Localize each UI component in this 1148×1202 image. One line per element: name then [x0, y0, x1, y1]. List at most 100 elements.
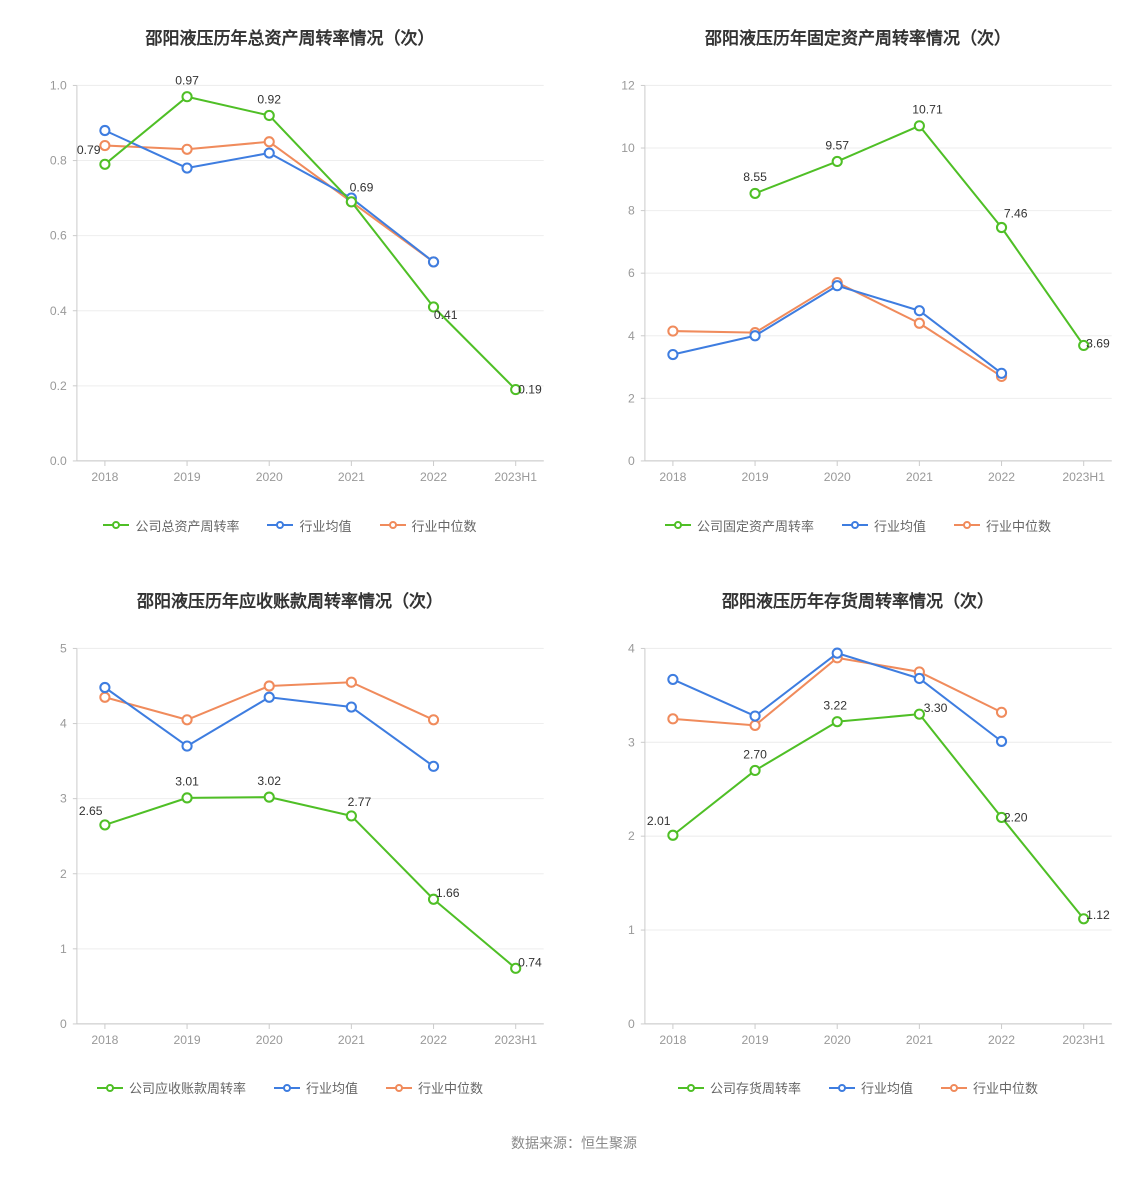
value-label: 1.66: [436, 886, 460, 900]
legend-label: 行业中位数: [412, 516, 477, 535]
svg-text:2: 2: [628, 829, 635, 843]
series-marker-mean: [347, 702, 356, 711]
legend-item-median[interactable]: 行业中位数: [941, 1078, 1038, 1097]
svg-text:6: 6: [628, 266, 635, 280]
svg-text:2: 2: [628, 391, 635, 405]
svg-text:2018: 2018: [659, 1033, 686, 1047]
svg-text:10: 10: [621, 141, 635, 155]
legend-item-mean[interactable]: 行业均值: [267, 516, 351, 535]
series-marker-mean: [915, 673, 924, 682]
value-label: 0.74: [518, 955, 542, 969]
series-marker-company: [997, 223, 1006, 232]
legend-label: 行业中位数: [418, 1078, 483, 1097]
svg-text:8: 8: [628, 204, 635, 218]
legend-item-mean[interactable]: 行业均值: [842, 516, 926, 535]
value-label: 0.79: [77, 143, 101, 157]
svg-text:2019: 2019: [174, 1033, 201, 1047]
legend-label: 公司固定资产周转率: [697, 516, 814, 535]
svg-text:2023H1: 2023H1: [1062, 1033, 1105, 1047]
value-label: 2.20: [1004, 810, 1028, 824]
svg-text:2019: 2019: [742, 470, 769, 484]
legend-swatch-icon: [842, 519, 868, 531]
svg-text:4: 4: [628, 641, 635, 655]
value-label: 8.55: [743, 170, 767, 184]
series-marker-mean: [182, 741, 191, 750]
svg-text:2: 2: [60, 866, 67, 880]
svg-text:3: 3: [60, 791, 67, 805]
svg-text:2021: 2021: [906, 1033, 933, 1047]
svg-text:2020: 2020: [824, 1033, 851, 1047]
legend-item-median[interactable]: 行业中位数: [380, 516, 477, 535]
series-marker-company: [750, 189, 759, 198]
value-label: 3.69: [1086, 336, 1110, 350]
series-marker-mean: [997, 369, 1006, 378]
data-source-label: 数据来源：恒生聚源: [16, 1133, 1132, 1153]
legend-item-company[interactable]: 公司存货周转率: [678, 1078, 801, 1097]
series-marker-median: [997, 707, 1006, 716]
series-marker-median: [182, 715, 191, 724]
legend-item-company[interactable]: 公司应收账款周转率: [97, 1078, 246, 1097]
series-marker-company: [668, 830, 677, 839]
chart-title: 邵阳液压历年存货周转率情况（次）: [584, 587, 1132, 612]
value-label: 0.92: [257, 92, 281, 106]
chart-plot-area: 012345201820192020202120222023H12.653.01…: [16, 618, 564, 1065]
value-label: 10.71: [912, 103, 943, 117]
series-marker-company: [915, 121, 924, 130]
svg-text:2023H1: 2023H1: [494, 470, 537, 484]
legend-item-median[interactable]: 行业中位数: [386, 1078, 483, 1097]
legend-label: 公司应收账款周转率: [129, 1078, 246, 1097]
series-marker-mean: [100, 682, 109, 691]
svg-text:2018: 2018: [91, 470, 118, 484]
series-marker-mean: [668, 674, 677, 683]
svg-text:0.8: 0.8: [50, 154, 67, 168]
chart-title: 邵阳液压历年总资产周转率情况（次）: [16, 24, 564, 49]
series-marker-median: [668, 714, 677, 723]
series-marker-company: [182, 793, 191, 802]
value-label: 9.57: [825, 138, 849, 152]
legend-item-company[interactable]: 公司固定资产周转率: [665, 516, 814, 535]
chart-title: 邵阳液压历年固定资产周转率情况（次）: [584, 24, 1132, 49]
series-marker-company: [347, 811, 356, 820]
chart-plot-area: 024681012201820192020202120222023H18.559…: [584, 55, 1132, 502]
legend-swatch-icon: [97, 1082, 123, 1094]
legend-item-mean[interactable]: 行业均值: [829, 1078, 913, 1097]
series-marker-mean: [182, 163, 191, 172]
series-marker-mean: [750, 331, 759, 340]
legend-item-company[interactable]: 公司总资产周转率: [103, 516, 239, 535]
legend-item-mean[interactable]: 行业均值: [274, 1078, 358, 1097]
series-marker-company: [265, 792, 274, 801]
svg-text:0.0: 0.0: [50, 454, 67, 468]
series-line-mean: [673, 653, 1002, 741]
legend-label: 行业均值: [299, 516, 351, 535]
svg-text:0.2: 0.2: [50, 379, 67, 393]
series-marker-mean: [429, 761, 438, 770]
series-marker-company: [100, 820, 109, 829]
svg-text:2020: 2020: [824, 470, 851, 484]
legend-swatch-icon: [665, 519, 691, 531]
series-marker-median: [100, 141, 109, 150]
series-marker-mean: [668, 350, 677, 359]
series-marker-mean: [833, 281, 842, 290]
series-marker-mean: [100, 126, 109, 135]
svg-text:2018: 2018: [659, 470, 686, 484]
series-marker-company: [833, 157, 842, 166]
svg-text:3: 3: [628, 735, 635, 749]
svg-text:12: 12: [621, 79, 635, 93]
series-marker-median: [265, 681, 274, 690]
series-marker-median: [265, 137, 274, 146]
chart-legend: 公司固定资产周转率 行业均值 行业中位数: [584, 516, 1132, 535]
series-marker-company: [182, 92, 191, 101]
svg-text:2022: 2022: [988, 1033, 1015, 1047]
svg-text:2023H1: 2023H1: [1062, 470, 1105, 484]
series-marker-company: [265, 111, 274, 120]
svg-text:1: 1: [60, 941, 67, 955]
value-label: 1.12: [1086, 907, 1110, 921]
legend-swatch-icon: [954, 519, 980, 531]
legend-item-median[interactable]: 行业中位数: [954, 516, 1051, 535]
charts-grid: 邵阳液压历年总资产周转率情况（次）0.00.20.40.60.81.020182…: [16, 16, 1132, 1121]
value-label: 3.30: [924, 701, 948, 715]
svg-text:5: 5: [60, 641, 67, 655]
series-marker-median: [100, 692, 109, 701]
value-label: 2.01: [647, 814, 671, 828]
chart-receivables_turnover: 邵阳液压历年应收账款周转率情况（次）0123452018201920202021…: [16, 579, 564, 1122]
